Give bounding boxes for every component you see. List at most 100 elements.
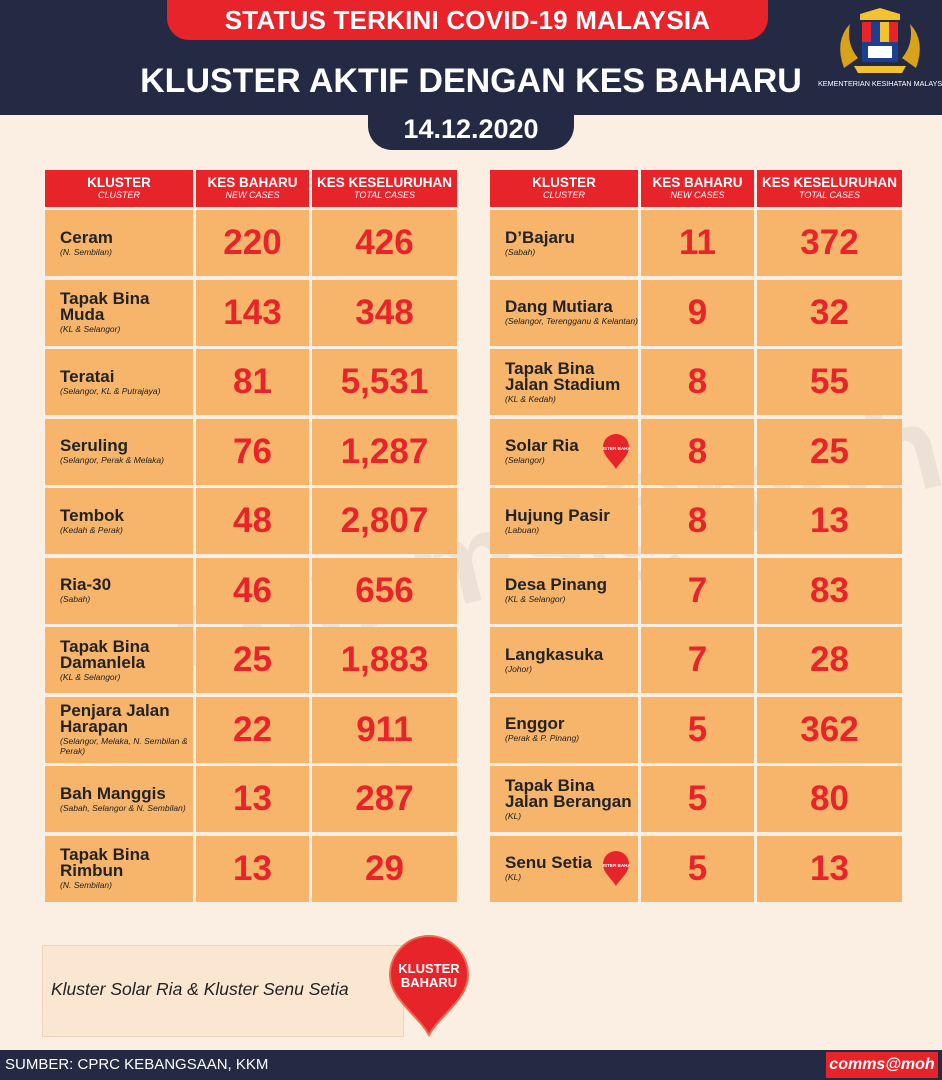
cluster-cell: Tapak Bina Jalan Berangan (KL) — [490, 766, 638, 832]
cluster-states: (Johor) — [505, 663, 532, 674]
cluster-cell: Teratai (Selangor, KL & Putrajaya) — [45, 349, 193, 415]
cluster-cell: Dang Mutiara (Selangor, Terengganu & Kela… — [490, 279, 638, 346]
table-row: Dang Mutiara (Selangor, Terengganu & Kela… — [490, 279, 902, 346]
table-row: Langkasuka (Johor) 7 28 — [490, 627, 902, 693]
table-row: Seruling (Selangor, Perak & Melaka) 76 1,28… — [45, 418, 457, 485]
total-cases-cell: 80 — [757, 766, 902, 832]
cluster-name-group: Tapak Bina Rimbun (N. Sembilan) — [60, 846, 193, 890]
total-cases-cell: 25 — [757, 418, 902, 485]
cluster-cell: Tapak Bina Muda (KL & Selangor) — [45, 279, 193, 346]
legend-badge-line1: KLUSTER — [398, 961, 460, 976]
total-cases-value: 426 — [355, 223, 414, 262]
cluster-name: Langkasuka — [505, 644, 604, 664]
header-total-cases: KES KESELURUHAN TOTAL CASES — [757, 170, 902, 207]
table-row: Tapak Bina Damanlela (KL & Selangor) 25 1,8… — [45, 627, 457, 693]
cluster-name-group: Tapak Bina Jalan Berangan (KL) — [505, 777, 638, 821]
total-cases-cell: 13 — [757, 835, 902, 902]
total-cases-value: 2,807 — [340, 501, 429, 540]
total-cases-value: 32 — [810, 292, 849, 332]
cluster-name: Solar Ria — [505, 436, 579, 455]
total-cases-cell: 13 — [757, 488, 902, 554]
cluster-cell: Senu Setia(KL) KLUSTER BAHARU — [490, 835, 638, 902]
cluster-cell: D’Bajaru (Sabah) — [490, 210, 638, 276]
cluster-name: Penjara Jalan Harapan — [60, 701, 170, 736]
logo-caption: KEMENTERIAN KESIHATAN MALAYSIA — [818, 79, 942, 88]
legend-text: Kluster Solar Ria & Kluster Senu Setia — [51, 979, 349, 999]
table-row: Tapak Bina Jalan Berangan (KL) 5 80 — [490, 766, 902, 832]
header-new-cases: KES BAHARU NEW CASES — [641, 170, 754, 207]
cluster-cell: Bah Manggis (Sabah, Selangor & N. Sembila… — [45, 766, 193, 832]
header-total-sub: TOTAL CASES — [798, 190, 861, 200]
new-cases-value: 5 — [687, 709, 708, 749]
cluster-name: Tembok — [60, 505, 124, 525]
total-cases-value: 372 — [800, 223, 859, 262]
new-cases-cell: 8 — [641, 349, 754, 415]
new-cases-value: 5 — [687, 779, 708, 818]
cluster-cell: Langkasuka (Johor) — [490, 627, 638, 693]
header-cluster-label: KLUSTER — [532, 175, 596, 190]
total-cases-value: 29 — [365, 848, 404, 888]
new-cases-value: 76 — [233, 431, 272, 471]
cluster-name: Seruling — [60, 436, 129, 455]
total-cases-value: 5,531 — [340, 362, 429, 401]
total-cases-value: 55 — [810, 362, 849, 401]
total-cases-cell: 29 — [312, 835, 457, 902]
total-cases-value: 362 — [800, 709, 859, 749]
new-cases-value: 48 — [233, 501, 272, 540]
cluster-cell: Tapak Bina Rimbun (N. Sembilan) — [45, 835, 193, 902]
cluster-cell: Ria-30 (Sabah) — [45, 557, 193, 624]
cluster-states: (Labuan) — [505, 524, 540, 535]
left-cluster-table: KLUSTER CLUSTER KES BAHARU NEW CASES KES… — [45, 170, 457, 905]
ribbon-title: STATUS TERKINI COVID-19 MALAYSIA — [167, 0, 768, 40]
date-label: 14.12.2020 — [368, 108, 574, 150]
cluster-states: (KL & Kedah) — [505, 393, 556, 404]
cluster-name-group: Tapak Bina Damanlela (KL & Selangor) — [60, 638, 193, 682]
total-cases-value: 13 — [810, 501, 849, 540]
cluster-states: (N. Sembilan) — [60, 880, 112, 890]
right-cluster-table: KLUSTER CLUSTER KES BAHARU NEW CASES KES… — [490, 170, 902, 905]
cluster-states: (KL & Selangor) — [60, 324, 121, 334]
footer-bar: SUMBER: CPRC KEBANGSAAN, KKM — [0, 1050, 942, 1080]
new-cases-cell: 22 — [196, 696, 309, 763]
total-cases-value: 348 — [355, 292, 414, 332]
table-row: Ceram (N. Sembilan) 220 426 — [45, 210, 457, 276]
cluster-name-group: Senu Setia (KL) — [505, 854, 592, 882]
header-total-sub: TOTAL CASES — [353, 190, 416, 200]
new-cases-value: 25 — [233, 640, 272, 679]
cluster-states: (KL) — [505, 810, 522, 821]
header-cluster: KLUSTER CLUSTER — [490, 170, 638, 207]
cluster-name-group: Bah Manggis (Sabah, Selangor & N. Sembila… — [60, 785, 186, 813]
total-cases-cell: 656 — [312, 557, 457, 624]
new-cases-cell: 5 — [641, 835, 754, 902]
new-cases-value: 46 — [233, 570, 272, 610]
total-cases-value: 80 — [810, 779, 849, 818]
new-cluster-badge-icon: KLUSTER BAHARU — [602, 850, 630, 886]
cluster-name-group: Langkasuka (Johor) — [505, 644, 604, 674]
cluster-name-group: Tapak Bina Muda (KL & Selangor) — [60, 290, 193, 334]
header-new-label: KES BAHARU — [652, 175, 743, 190]
total-cases-cell: 911 — [312, 696, 457, 763]
total-cases-value: 25 — [810, 431, 849, 471]
new-cases-value: 81 — [233, 362, 272, 401]
cluster-states: (Selangor, Terengganu & Kelantan) — [505, 316, 638, 326]
new-cases-value: 143 — [223, 292, 282, 332]
left-table-rows: Ceram (N. Sembilan) 220 426 Tapak Bina Muda(… — [45, 210, 457, 902]
cluster-states: (Selangor, Melaka, N. Sembilan & Perak) — [60, 736, 188, 756]
new-cases-value: 7 — [687, 570, 708, 610]
table-row: Solar Ria(Selangor) KLUSTER BAHARU 8 25 — [490, 418, 902, 485]
cluster-states: (Sabah) — [505, 246, 536, 257]
cluster-states: (KL & Selangor) — [60, 671, 121, 682]
new-cluster-pin-icon — [388, 935, 470, 1037]
new-cases-cell: 9 — [641, 279, 754, 346]
new-cases-value: 11 — [679, 223, 716, 262]
right-table-rows: D’Bajaru (Sabah) 11 372 Dang Mutiara (Selango… — [490, 210, 902, 902]
legend-badge-text: KLUSTER BAHARU — [388, 962, 470, 990]
page-title: KLUSTER AKTIF DENGAN KES BAHARU — [140, 61, 802, 100]
total-cases-cell: 348 — [312, 279, 457, 346]
cluster-cell: Tapak Bina Damanlela (KL & Selangor) — [45, 627, 193, 693]
legend-badge-line2: BAHARU — [400, 975, 458, 990]
cluster-cell: Tembok (Kedah & Perak) — [45, 488, 193, 554]
total-cases-cell: 55 — [757, 349, 902, 415]
new-cases-cell: 11 — [641, 210, 754, 276]
new-cases-cell: 81 — [196, 349, 309, 415]
